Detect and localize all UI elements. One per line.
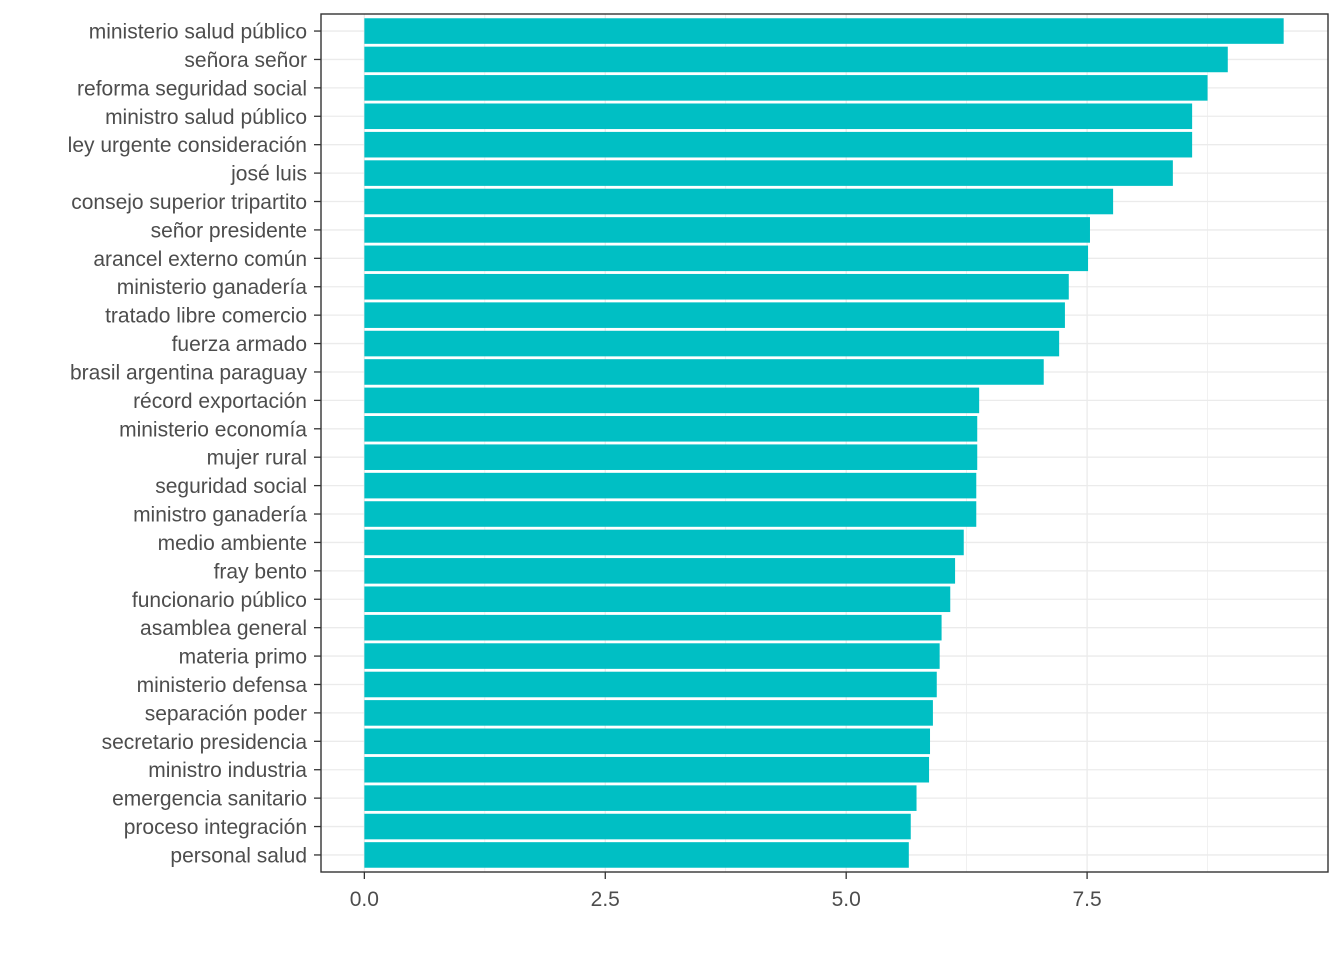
bar [364, 46, 1228, 73]
category-label: materia primo [179, 646, 307, 669]
bar [364, 387, 980, 414]
bar [364, 330, 1060, 357]
category-label: récord exportación [133, 390, 307, 413]
category-label: reforma seguridad social [77, 77, 307, 100]
bar [364, 245, 1089, 272]
category-label: ministro industria [148, 759, 307, 782]
x-tick-label: 0.0 [350, 888, 379, 911]
bar [364, 131, 1193, 158]
category-label: emergencia sanitario [112, 788, 307, 811]
bar [364, 472, 977, 499]
category-label: ministro ganadería [133, 504, 307, 527]
panel-border [320, 13, 1329, 873]
bar [364, 302, 1065, 328]
category-label: funcionario público [132, 589, 307, 612]
bar [364, 273, 1069, 300]
bar [364, 728, 931, 755]
bar [364, 501, 977, 527]
bar [364, 188, 1114, 215]
category-label: secretario presidencia [102, 731, 308, 754]
bar [364, 614, 942, 641]
x-tick-label: 7.5 [1072, 888, 1101, 911]
category-label: asamblea general [140, 617, 307, 640]
category-label: separación poder [145, 702, 307, 725]
category-label: brasil argentina paraguay [70, 361, 307, 384]
bar [364, 160, 1173, 186]
category-label: tratado libre comercio [105, 305, 307, 328]
category-label: arancel externo común [93, 248, 307, 271]
category-label: ministerio economía [119, 418, 307, 441]
category-label: consejo superior tripartito [71, 191, 307, 214]
bar [364, 416, 978, 442]
category-label: ministerio salud público [89, 21, 307, 44]
bar [364, 529, 964, 556]
bar [364, 756, 930, 783]
y-axis: ministerio salud público señora señor refo… [68, 21, 321, 867]
x-axis: 0.0 2.5 5.0 7.5 [350, 872, 1102, 911]
category-label: señora señor [184, 49, 307, 72]
bar [364, 217, 1090, 243]
bar [364, 671, 937, 698]
bar [364, 444, 978, 470]
category-label: medio ambiente [158, 532, 307, 555]
category-label: seguridad social [155, 475, 307, 498]
category-label: fuerza armado [172, 333, 307, 356]
bar [364, 103, 1193, 130]
bars [364, 18, 1284, 868]
x-tick-label: 5.0 [832, 888, 861, 911]
bar [364, 842, 909, 868]
bar [364, 813, 911, 840]
bar [364, 18, 1284, 44]
category-label: josé luis [230, 163, 307, 186]
category-label: mujer rural [207, 447, 307, 470]
bar [364, 586, 951, 613]
bar [364, 75, 1208, 101]
bar [364, 643, 940, 669]
category-label: ministerio ganadería [117, 276, 308, 299]
category-label: ministerio defensa [137, 674, 308, 697]
category-label: señor presidente [151, 219, 307, 242]
category-label: ley urgente consideración [68, 134, 307, 157]
category-label: ministro salud público [105, 106, 307, 129]
bar [364, 558, 956, 584]
category-label: proceso integración [124, 816, 307, 839]
x-tick-label: 2.5 [591, 888, 620, 911]
bar [364, 785, 917, 811]
bar [364, 700, 933, 726]
category-label: personal salud [170, 844, 307, 867]
category-label: fray bento [214, 560, 307, 583]
bar [364, 359, 1044, 385]
